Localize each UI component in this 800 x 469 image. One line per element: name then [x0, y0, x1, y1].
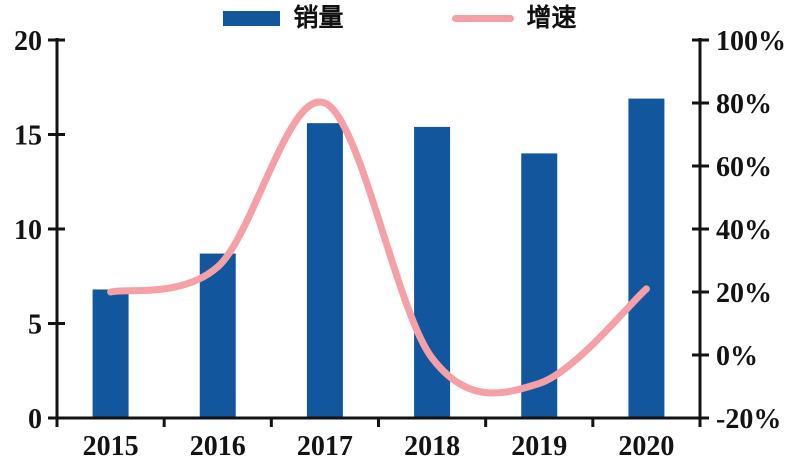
right-axis-tick-label: 80%: [716, 89, 772, 120]
x-axis-category-label: 2016: [190, 431, 246, 462]
right-axis-tick-label: 100%: [716, 26, 786, 57]
chart-legend: 销量 增速: [0, 6, 800, 31]
x-axis-category-label: 2018: [404, 431, 460, 462]
bar-2020: [628, 98, 665, 418]
bar-2017: [306, 123, 343, 418]
right-axis-tick-label: 60%: [716, 152, 772, 183]
left-axis-tick-label: 5: [28, 310, 42, 341]
legend-growth-label: 增速: [526, 5, 577, 32]
x-axis-category-label: 2020: [618, 431, 674, 462]
left-axis-tick-label: 15: [14, 121, 42, 152]
right-axis-tick-label: 40%: [716, 215, 772, 246]
left-axis-tick-label: 0: [28, 404, 42, 435]
x-axis-category-label: 2019: [511, 431, 567, 462]
right-axis-tick-label: -20%: [716, 404, 781, 435]
x-axis-category-label: 2017: [297, 431, 353, 462]
legend-item-sales: 销量: [223, 5, 344, 32]
sales-swatch-icon: [223, 11, 281, 26]
right-axis-tick-label: 20%: [716, 278, 772, 309]
legend-sales-label: 销量: [293, 5, 344, 32]
x-axis-category-label: 2015: [83, 431, 139, 462]
left-axis-tick-label: 10: [14, 215, 42, 246]
bar-2015: [92, 289, 129, 418]
growth-line-icon: [451, 15, 514, 22]
growth-line: [107, 98, 650, 397]
left-axis-tick-label: 20: [14, 26, 42, 57]
bar-2016: [199, 253, 236, 418]
right-axis-tick-label: 0%: [716, 341, 758, 372]
legend-item-growth: 增速: [451, 5, 577, 32]
